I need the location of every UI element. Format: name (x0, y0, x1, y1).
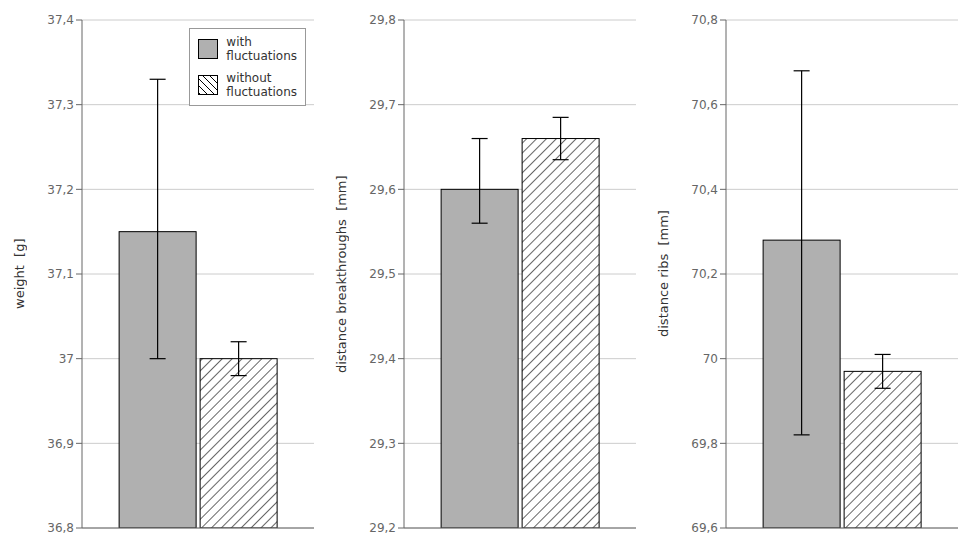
html-text:without fluctuations: without fluctuations (226, 71, 297, 99)
svg-text:29,6: 29,6 (369, 183, 396, 197)
html-text:with fluctuations: with fluctuations (226, 35, 297, 63)
svg-text:69,6: 69,6 (691, 521, 718, 535)
svg-text:29,8: 29,8 (369, 13, 396, 27)
svg-text:70,4: 70,4 (691, 183, 718, 197)
html-text:weight [g]: weight [g] (12, 238, 27, 310)
html-text:distance ribs [mm]: distance ribs [mm] (656, 210, 671, 338)
svg-text:29,7: 29,7 (369, 98, 396, 112)
svg-text:36,8: 36,8 (47, 521, 74, 535)
svg-text:37,1: 37,1 (47, 267, 74, 281)
svg-text:37: 37 (59, 352, 74, 366)
svg-text:70,8: 70,8 (691, 13, 718, 27)
html-text:distance breakthroughs [mm]: distance breakthroughs [mm] (334, 175, 349, 373)
svg-text:37,3: 37,3 (47, 98, 74, 112)
svg-text:37,4: 37,4 (47, 13, 74, 27)
svg-text:36,9: 36,9 (47, 437, 74, 451)
svg-text:37,2: 37,2 (47, 183, 74, 197)
svg-text:29,5: 29,5 (369, 267, 396, 281)
svg-text:29,3: 29,3 (369, 437, 396, 451)
svg-text:29,2: 29,2 (369, 521, 396, 535)
svg-text:70,6: 70,6 (691, 98, 718, 112)
svg-text:29,4: 29,4 (369, 352, 396, 366)
svg-text:69,8: 69,8 (691, 437, 718, 451)
svg-text:70,2: 70,2 (691, 267, 718, 281)
svg-text:70: 70 (703, 352, 718, 366)
